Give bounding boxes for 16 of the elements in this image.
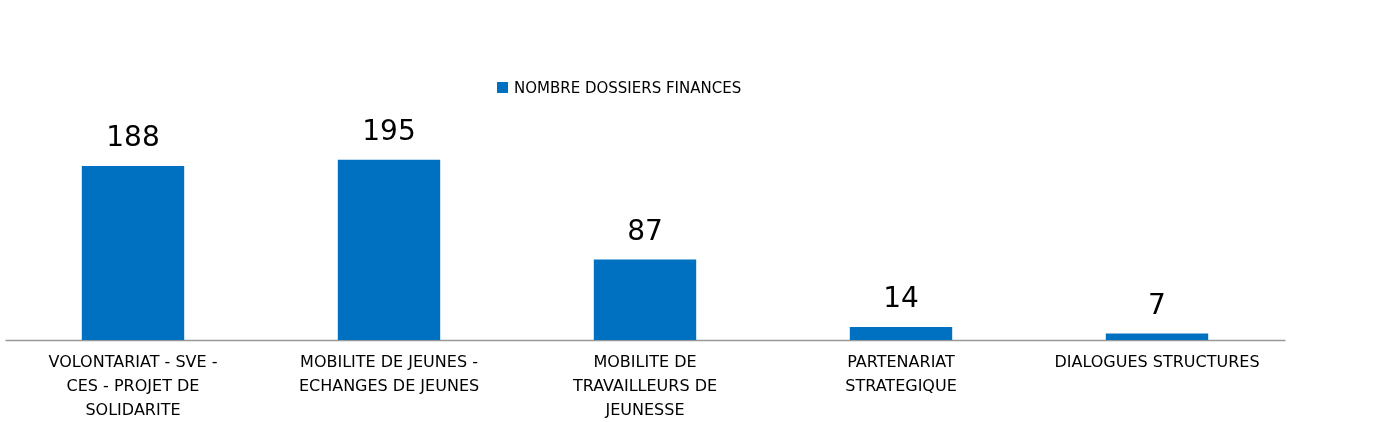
x-tick-label: PARTENARIAT STRATEGIQUE — [845, 352, 957, 395]
data-label: 188 — [106, 120, 160, 154]
x-tick-label: MOBILITE DE TRAVAILLEURS DE JEUNESSE — [571, 352, 718, 419]
bar — [593, 259, 697, 340]
x-tick-label: VOLONTARIAT - SVE - CES - PROJET DE SOLIDARITE — [48, 352, 218, 419]
data-label: 7 — [1148, 287, 1166, 321]
data-label: 14 — [883, 281, 919, 315]
bar — [337, 159, 441, 340]
bar — [849, 327, 953, 340]
data-label: 195 — [362, 113, 416, 147]
bar — [1105, 333, 1209, 340]
legend-label: NOMBRE DOSSIERS FINANCES — [514, 78, 742, 97]
x-tick-label: MOBILITE DE JEUNES - ECHANGES DE JEUNES — [298, 352, 480, 395]
x-tick-label: DIALOGUES STRUCTURES — [1054, 352, 1260, 371]
bar — [81, 166, 185, 340]
data-label: 87 — [627, 213, 663, 247]
